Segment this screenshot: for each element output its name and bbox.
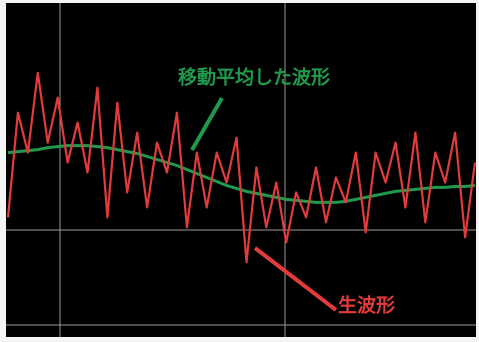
annotation: 移動平均した波形 [178,66,330,89]
grid [6,3,476,337]
series-lines [6,71,477,264]
leader-line [253,246,338,312]
leader-line [190,97,224,151]
annotation: 生波形 [338,294,395,317]
series-line [6,71,477,264]
plot-area [6,3,476,337]
